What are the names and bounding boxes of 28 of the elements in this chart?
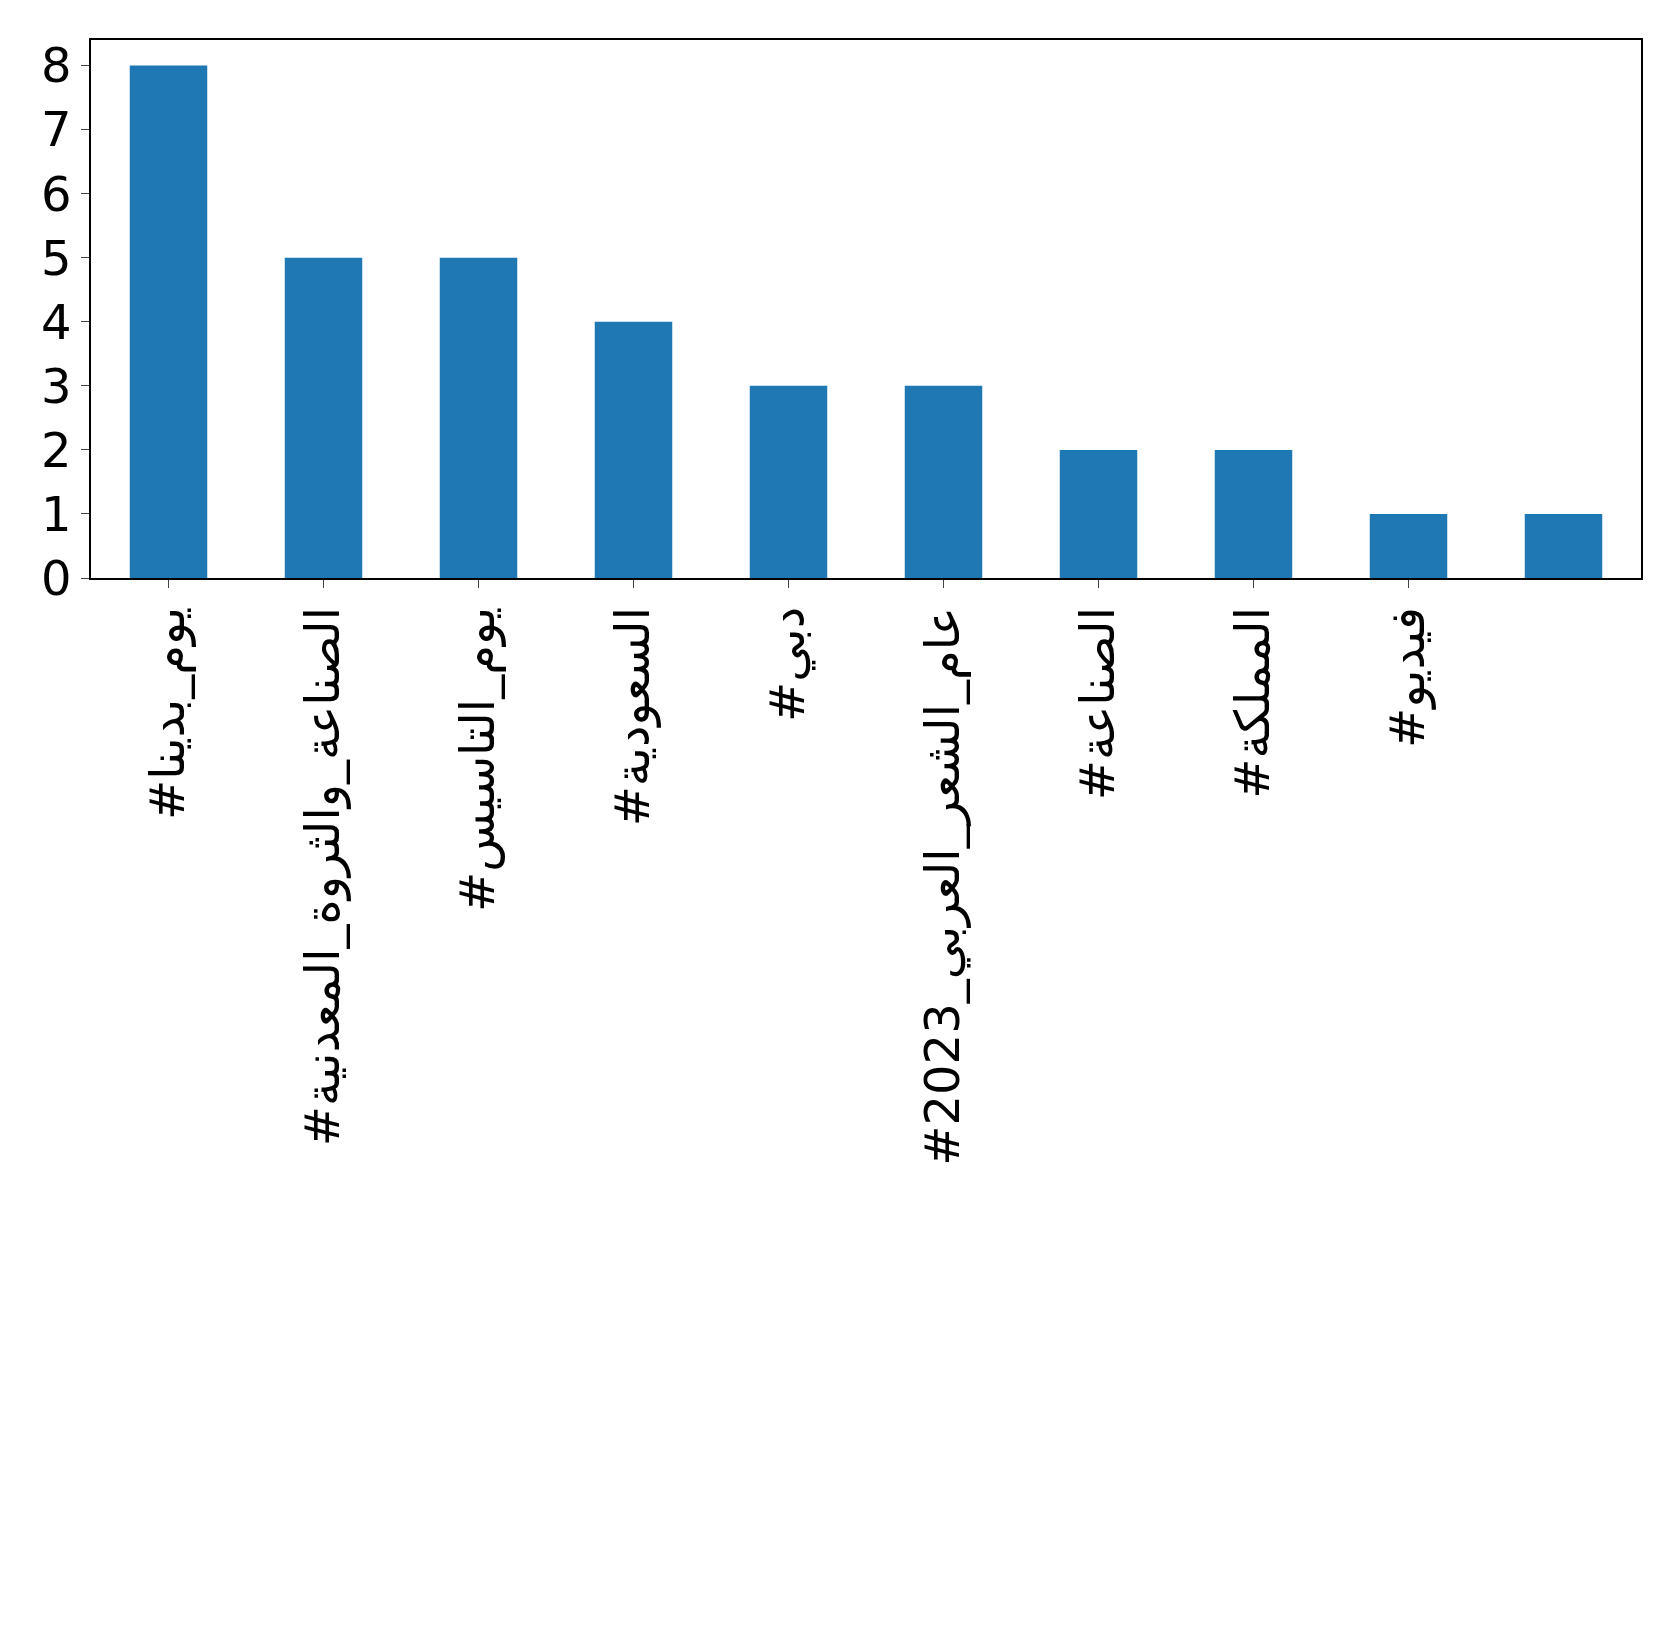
y-tick-label: 7 <box>41 101 72 158</box>
bar <box>284 257 363 578</box>
bar <box>129 65 208 578</box>
y-tick-label: 1 <box>41 485 72 542</box>
bar <box>439 257 518 578</box>
x-tick-label: #يوم_التاسيس <box>449 606 507 913</box>
y-tick-label: 5 <box>41 229 72 286</box>
bar <box>594 321 673 578</box>
x-tick-label: #يوم_بدينا <box>139 606 197 821</box>
x-tick-label: #دبي <box>759 606 817 722</box>
x-tick-label: #الصناعة <box>1069 606 1126 801</box>
y-tick-label: 8 <box>41 37 72 94</box>
bar <box>1214 449 1293 578</box>
y-tick-label: 6 <box>41 165 72 222</box>
x-tick-label: #فيديو <box>1379 606 1437 748</box>
bar <box>749 385 828 578</box>
y-tick-label: 4 <box>41 293 72 350</box>
y-tick-label: 0 <box>41 549 72 606</box>
bar <box>904 385 983 578</box>
bar <box>1059 449 1138 578</box>
x-tick-label: #عام_الشعر_العربي_2023 <box>914 606 972 1166</box>
x-tick-label: #الصناعة_والثروة_المعدنية <box>294 606 352 1147</box>
y-tick-label: 3 <box>41 357 72 414</box>
y-tick-label: 2 <box>41 421 72 478</box>
x-tick-label: #المملكة <box>1224 606 1281 799</box>
bar <box>1524 513 1603 578</box>
x-tick-label: #السعودية <box>604 606 662 827</box>
bar <box>1369 513 1448 578</box>
